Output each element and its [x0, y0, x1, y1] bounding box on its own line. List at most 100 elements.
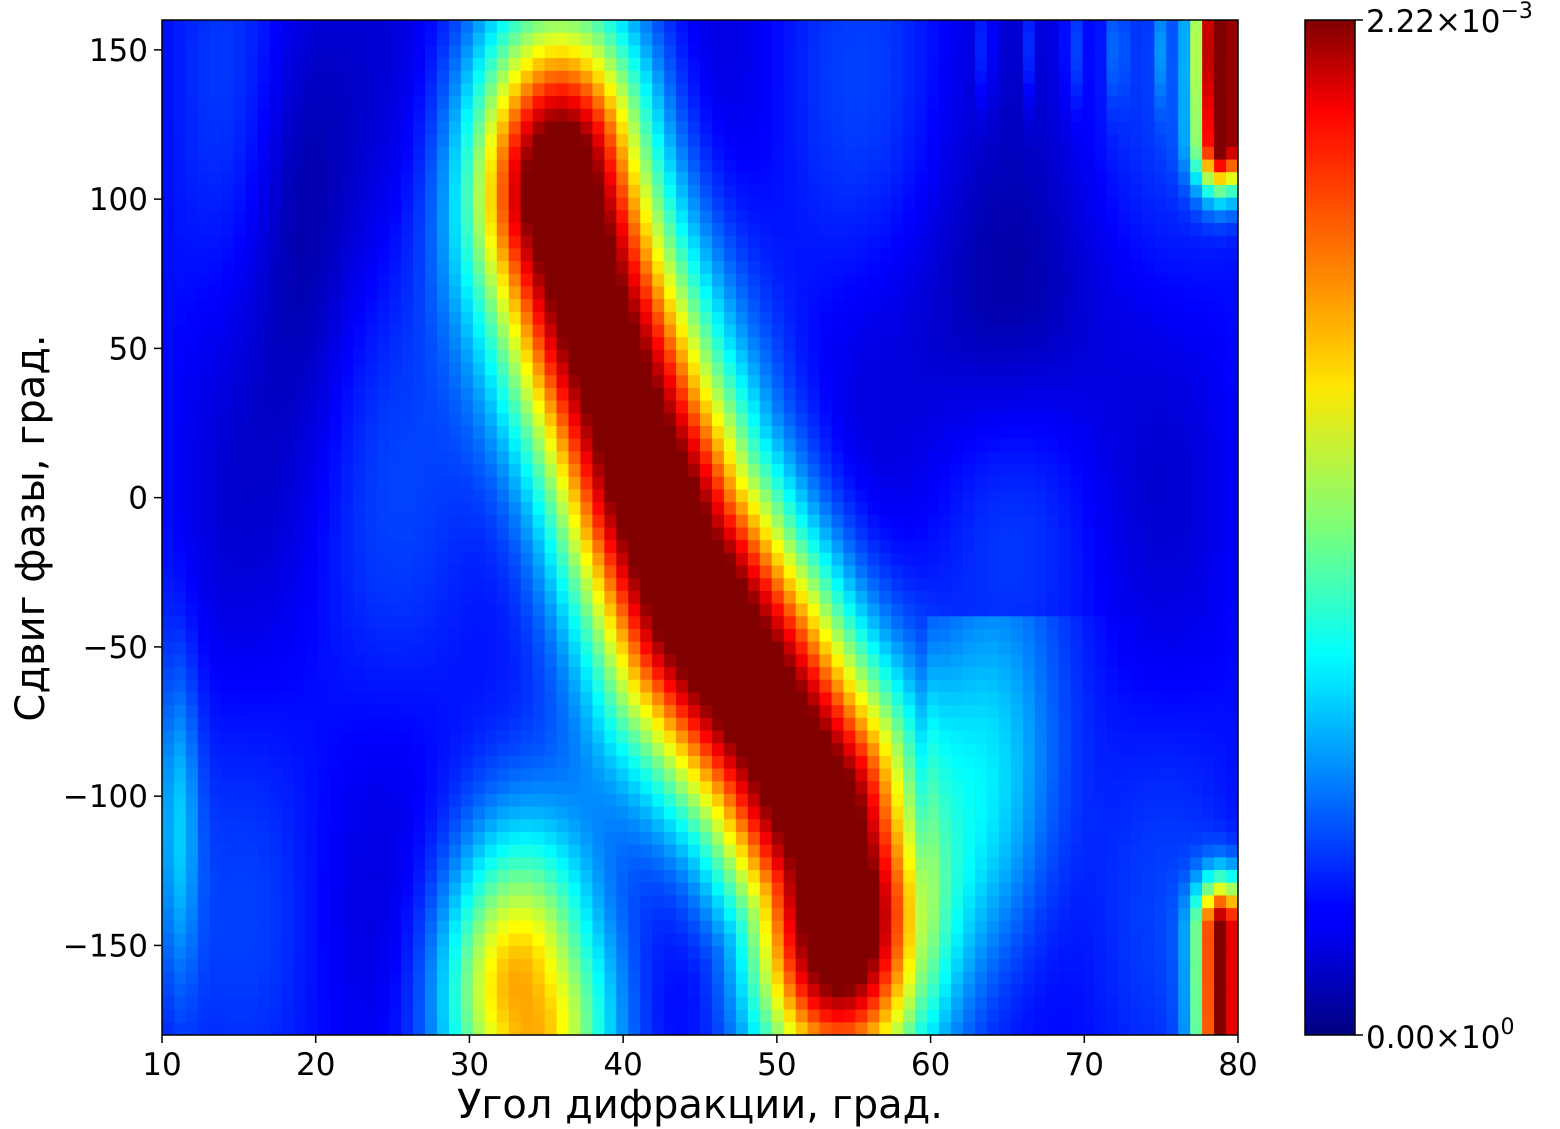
heatmap-cell — [592, 654, 605, 668]
heatmap-cell — [484, 134, 498, 148]
heatmap-cell — [173, 96, 187, 110]
heatmap-cell — [735, 45, 749, 59]
heatmap-cell — [915, 400, 928, 414]
heatmap-cell — [221, 172, 235, 186]
heatmap-cell — [676, 565, 689, 579]
heatmap-cell — [1130, 311, 1143, 326]
heatmap-cell — [317, 32, 330, 46]
heatmap-cell — [496, 311, 510, 326]
heatmap-cell — [341, 108, 354, 123]
heatmap-cell — [209, 641, 223, 655]
heatmap-cell — [1130, 121, 1143, 135]
heatmap-cell — [628, 32, 641, 46]
heatmap-cell — [843, 159, 857, 173]
heatmap-cell — [855, 641, 868, 655]
heatmap-cell — [723, 134, 737, 148]
heatmap-cell — [963, 641, 976, 655]
heatmap-cell — [735, 590, 749, 605]
heatmap-cell — [173, 273, 187, 288]
heatmap-cell — [855, 311, 868, 326]
heatmap-cell — [544, 58, 558, 72]
heatmap-cell — [1118, 679, 1131, 694]
heatmap-cell — [592, 248, 605, 262]
heatmap-cell — [1022, 641, 1036, 655]
heatmap-cell — [197, 502, 211, 516]
heatmap-cell — [855, 375, 868, 389]
heatmap-cell — [185, 261, 199, 275]
heatmap-cell — [986, 375, 1000, 389]
heatmap-cell — [556, 210, 570, 224]
heatmap-cell — [1010, 96, 1024, 110]
heatmap-cell — [365, 197, 378, 211]
heatmap-cell — [1058, 45, 1072, 59]
heatmap-cell — [927, 83, 940, 97]
heatmap-cell — [1214, 261, 1227, 275]
heatmap-cell — [413, 146, 426, 161]
heatmap-cell — [245, 134, 259, 148]
heatmap-cell — [1010, 134, 1024, 148]
heatmap-cell — [377, 514, 390, 529]
heatmap-cell — [460, 299, 474, 313]
heatmap-cell — [1082, 540, 1096, 554]
heatmap-cell — [1226, 400, 1238, 414]
heatmap-cell — [221, 197, 235, 211]
heatmap-cell — [401, 590, 414, 605]
heatmap-cell — [879, 223, 892, 237]
heatmap-cell — [257, 273, 271, 288]
heatmap-cell — [173, 451, 187, 465]
heatmap-cell — [616, 514, 629, 529]
heatmap-cell — [939, 438, 952, 452]
heatmap-cell — [592, 603, 605, 617]
heatmap-cell — [771, 679, 785, 694]
heatmap-cell — [1022, 159, 1036, 173]
heatmap-cell — [1226, 83, 1238, 97]
heatmap-cell — [556, 96, 570, 110]
heatmap-cell — [891, 96, 904, 110]
heatmap-cell — [436, 299, 450, 313]
heatmap-cell — [652, 616, 665, 630]
heatmap-cell — [664, 349, 677, 364]
heatmap-cell — [891, 286, 904, 300]
heatmap-cell — [676, 273, 689, 288]
heatmap-cell — [855, 451, 868, 465]
heatmap-cell — [1130, 502, 1143, 516]
heatmap-cell — [436, 616, 450, 630]
heatmap-cell — [329, 223, 342, 237]
heatmap-cell — [592, 286, 605, 300]
heatmap-cell — [520, 705, 534, 719]
heatmap-cell — [532, 20, 546, 34]
heatmap-cell — [723, 667, 737, 681]
heatmap-cell — [1058, 705, 1072, 719]
heatmap-cell — [173, 641, 187, 655]
heatmap-cell — [520, 476, 534, 491]
heatmap-cell — [436, 83, 450, 97]
heatmap-cell — [843, 590, 857, 605]
heatmap-cell — [1082, 197, 1096, 211]
heatmap-cell — [951, 121, 964, 135]
heatmap-cell — [700, 667, 713, 681]
heatmap-cell — [795, 540, 809, 554]
heatmap-cell — [867, 159, 880, 173]
heatmap-cell — [425, 134, 438, 148]
heatmap-cell — [425, 32, 438, 46]
heatmap-cell — [448, 197, 462, 211]
heatmap-cell — [592, 108, 605, 123]
heatmap-cell — [281, 108, 295, 123]
heatmap-cell — [209, 223, 223, 237]
heatmap-cell — [1130, 58, 1143, 72]
heatmap-cell — [843, 603, 857, 617]
heatmap-cell — [807, 121, 821, 135]
heatmap-cell — [413, 83, 426, 97]
heatmap-cell — [831, 578, 845, 592]
heatmap-cell — [1094, 413, 1108, 427]
heatmap-cell — [377, 273, 390, 288]
heatmap-cell — [233, 667, 247, 681]
heatmap-cell — [413, 375, 426, 389]
heatmap-cell — [819, 273, 833, 288]
heatmap-cell — [700, 58, 713, 72]
heatmap-cell — [245, 146, 259, 161]
heatmap-cell — [1226, 362, 1238, 376]
heatmap-cell — [233, 210, 247, 224]
heatmap-cell — [496, 629, 510, 643]
heatmap-cell — [389, 692, 402, 706]
